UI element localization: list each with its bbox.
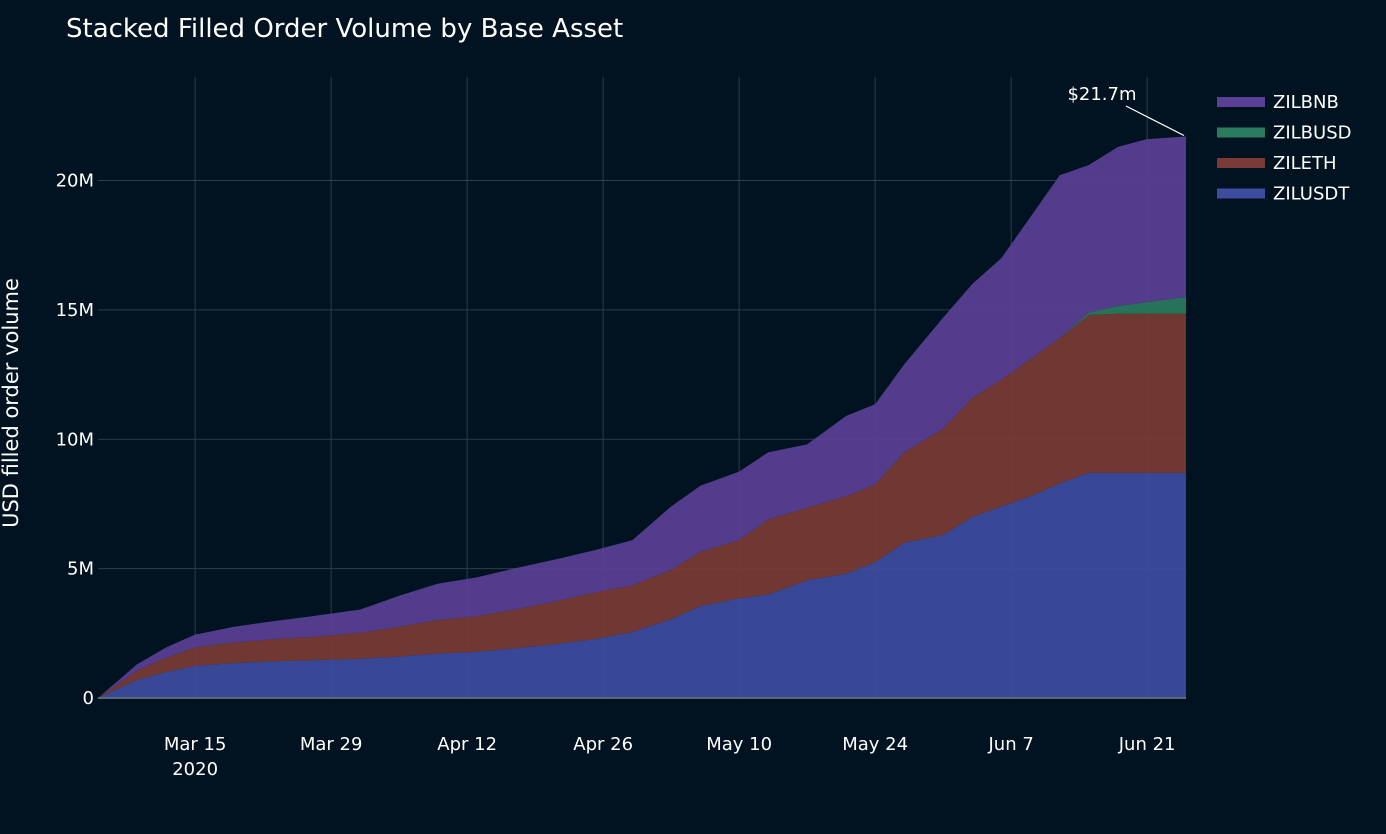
legend-item-zileth[interactable]: ZILETH	[1217, 153, 1337, 174]
x-tick-label: Mar 29	[300, 734, 363, 755]
legend-label: ZILUSDT	[1273, 184, 1350, 205]
y-tick-label: 10M	[56, 429, 94, 450]
legend-label: ZILETH	[1273, 153, 1337, 174]
chart-title: Stacked Filled Order Volume by Base Asse…	[66, 14, 623, 44]
x-tick-label: May 24	[842, 734, 908, 755]
legend-swatch	[1217, 188, 1265, 199]
x-tick-label: May 10	[706, 734, 772, 755]
y-axis-label: USD filled order volume	[0, 278, 23, 528]
y-tick-label: 15M	[56, 300, 94, 321]
area-zilusdt[interactable]	[98, 472, 1186, 698]
legend-label: ZILBNB	[1273, 92, 1339, 113]
legend: ZILBNB ZILBUSD ZILETH ZILUSDT	[1217, 92, 1351, 205]
area-zileth[interactable]	[98, 313, 1186, 698]
legend-swatch	[1217, 127, 1265, 138]
x-tick-label: Jun 7	[987, 734, 1033, 755]
y-axis-ticks: 0 5M 10M 15M 20M	[56, 171, 94, 710]
legend-label: ZILBUSD	[1273, 123, 1351, 144]
annotation-text: $21.7m	[1067, 84, 1136, 105]
x-tick-label: Apr 26	[573, 734, 633, 755]
legend-item-zilbusd[interactable]: ZILBUSD	[1217, 123, 1351, 144]
legend-item-zilbnb[interactable]: ZILBNB	[1217, 92, 1339, 113]
legend-swatch	[1217, 158, 1265, 168]
y-tick-label: 0	[83, 688, 94, 709]
legend-swatch	[1217, 97, 1265, 107]
x-axis-ticks: Mar 15 2020 Mar 29 Apr 12 Apr 26 May 10 May 24…	[164, 734, 1176, 780]
x-tick-label: Mar 15	[164, 734, 227, 755]
area-series	[98, 136, 1186, 699]
annotation-arrow	[1125, 105, 1185, 137]
x-tick-label: Jun 21	[1118, 734, 1176, 755]
total-annotation: $21.7m	[1067, 84, 1185, 137]
y-tick-label: 5M	[67, 559, 94, 580]
x-tick-label: Apr 12	[437, 734, 497, 755]
x-tick-year-label: 2020	[172, 759, 218, 780]
y-tick-label: 20M	[56, 171, 94, 192]
area-zilbnb[interactable]	[98, 136, 1186, 699]
legend-item-zilusdt[interactable]: ZILUSDT	[1217, 184, 1350, 205]
